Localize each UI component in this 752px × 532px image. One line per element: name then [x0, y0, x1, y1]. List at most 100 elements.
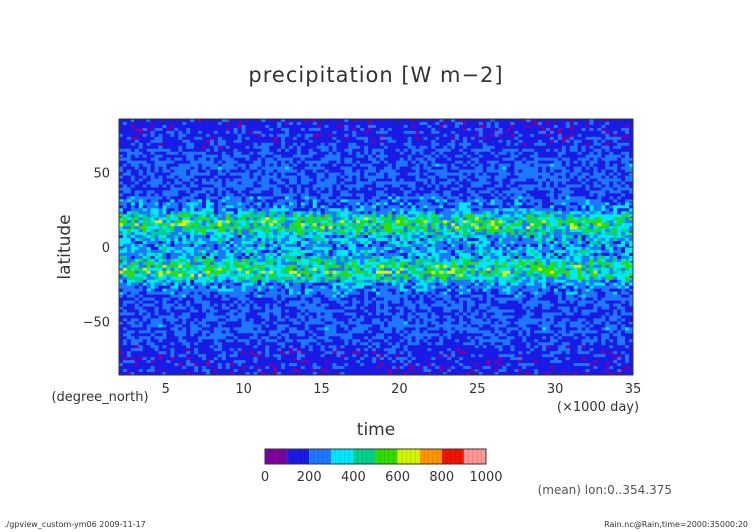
heatmap-cell: [269, 190, 274, 194]
heatmap-cell: [237, 142, 242, 147]
heatmap-cell: [285, 217, 290, 221]
heatmap-cell: [289, 214, 294, 218]
heatmap-cell: [403, 211, 409, 215]
heatmap-cell: [569, 119, 575, 123]
heatmap-cell: [352, 226, 357, 230]
heatmap-cell: [261, 178, 266, 182]
heatmap-cell: [221, 127, 227, 132]
heatmap-cell: [577, 214, 582, 218]
heatmap-cell: [403, 119, 409, 123]
heatmap-cell: [281, 139, 286, 144]
heatmap-cell: [629, 154, 634, 159]
heatmap-cell: [134, 172, 140, 176]
heatmap-cell: [573, 169, 579, 173]
heatmap-cell: [308, 148, 314, 153]
heatmap-cell: [225, 223, 231, 227]
heatmap-cell: [455, 121, 460, 126]
heatmap-cell: [609, 151, 614, 156]
heatmap-cell: [202, 124, 207, 129]
heatmap-cell: [415, 130, 420, 135]
heatmap-cell: [352, 142, 357, 147]
heatmap-cell: [233, 205, 239, 209]
heatmap-cell: [391, 119, 397, 123]
heatmap-cell: [546, 190, 551, 194]
heatmap-cell: [629, 127, 634, 132]
heatmap-cell: [273, 169, 278, 173]
heatmap-cell: [376, 208, 381, 212]
heatmap-cell: [356, 133, 361, 138]
heatmap-cell: [138, 157, 144, 162]
heatmap-cell: [368, 178, 373, 182]
heatmap-cell: [534, 196, 539, 200]
heatmap-cell: [427, 184, 432, 188]
heatmap-cell: [257, 151, 262, 156]
heatmap-cell: [328, 145, 333, 150]
heatmap-cell: [340, 136, 345, 141]
heatmap-cell: [364, 184, 369, 188]
heatmap-cell: [530, 136, 535, 141]
heatmap-cell: [249, 130, 254, 135]
heatmap-cell: [308, 121, 314, 126]
heatmap-cell: [170, 121, 175, 126]
heatmap-cell: [209, 214, 215, 218]
heatmap-cell: [269, 184, 274, 188]
heatmap-cell: [300, 142, 306, 147]
heatmap-cell: [273, 223, 278, 227]
heatmap-cell: [601, 211, 606, 215]
heatmap-cell: [182, 214, 187, 218]
heatmap-cell: [435, 127, 440, 132]
heatmap-cell: [344, 172, 349, 176]
heatmap-cell: [296, 130, 302, 135]
heatmap-cell: [190, 175, 195, 179]
heatmap-cell: [126, 211, 132, 215]
heatmap-cell: [273, 175, 278, 179]
heatmap-cell: [549, 133, 555, 138]
heatmap-cell: [625, 214, 630, 218]
heatmap-cell: [300, 214, 306, 218]
heatmap-cell: [182, 154, 187, 159]
heatmap-cell: [360, 151, 365, 156]
heatmap-cell: [549, 187, 555, 191]
heatmap-cell: [150, 214, 155, 218]
heatmap-cell: [285, 163, 290, 168]
heatmap-cell: [273, 133, 278, 138]
heatmap-cell: [455, 166, 460, 171]
heatmap-cell: [455, 214, 460, 218]
heatmap-cell: [364, 229, 369, 233]
heatmap-cell: [419, 217, 424, 221]
heatmap-cell: [494, 130, 499, 135]
heatmap-cell: [356, 193, 361, 197]
heatmap-cell: [534, 202, 539, 206]
heatmap-cell: [213, 130, 219, 135]
heatmap-cell: [154, 214, 159, 218]
heatmap-cell: [190, 160, 195, 165]
heatmap-cell: [146, 223, 152, 227]
heatmap-cell: [585, 160, 590, 165]
heatmap-cell: [605, 124, 610, 129]
heatmap-cell: [419, 142, 424, 147]
heatmap-cell: [304, 160, 310, 165]
heatmap-cell: [459, 139, 464, 144]
heatmap-cell: [304, 220, 310, 224]
heatmap-cell: [300, 121, 306, 126]
heatmap-cell: [194, 151, 199, 156]
heatmap-cell: [613, 226, 618, 230]
heatmap-cell: [217, 154, 223, 159]
heatmap-cell: [356, 130, 361, 135]
heatmap-cell: [205, 172, 211, 176]
heatmap-cell: [565, 148, 571, 153]
heatmap-cell: [605, 181, 610, 185]
heatmap-cell: [277, 202, 282, 206]
heatmap-cell: [593, 193, 598, 197]
heatmap-cell: [427, 145, 432, 150]
heatmap-cell: [553, 223, 559, 227]
heatmap-cell: [431, 169, 436, 173]
heatmap-cell: [364, 223, 369, 227]
heatmap-cell: [233, 178, 239, 182]
heatmap-cell: [340, 187, 345, 191]
heatmap-cell: [605, 121, 610, 126]
heatmap-cell: [328, 202, 333, 206]
heatmap-cell: [142, 211, 148, 215]
heatmap-cell: [237, 175, 242, 179]
heatmap-cell: [522, 184, 527, 188]
